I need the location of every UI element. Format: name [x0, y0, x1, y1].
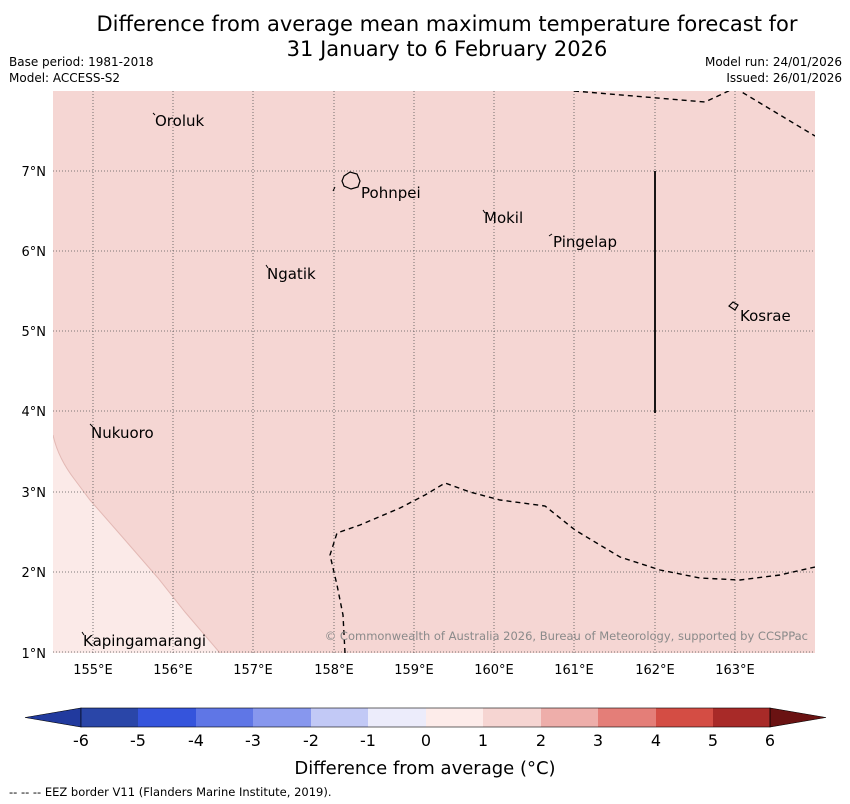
colorbar-tick: 4	[651, 731, 661, 750]
base-period: Base period: 1981-2018	[9, 55, 154, 69]
title-line-2: 31 January to 6 February 2026	[286, 37, 608, 61]
contour-line	[53, 434, 221, 653]
eez-borders	[329, 91, 815, 653]
colorbar-bin	[598, 708, 656, 727]
colorbar-arrow-low	[24, 707, 82, 728]
pohnpei-island	[341, 171, 361, 190]
lat-label: 7°N	[22, 165, 47, 180]
colorbar-bin	[656, 708, 714, 727]
label-kosrae: Kosrae	[740, 307, 791, 325]
lon-label: 156°E	[153, 663, 193, 678]
atoll-marks	[81, 112, 553, 636]
island-mark	[332, 186, 336, 192]
colorbar-bin	[713, 708, 771, 727]
colorbar-bin	[196, 708, 254, 727]
model-run: Model run: 24/01/2026	[704, 55, 842, 69]
lat-label: 4°N	[22, 405, 47, 420]
colorbar-frame	[80, 707, 771, 728]
colorbar-tick: -5	[130, 731, 146, 750]
colorbar-bin	[253, 708, 311, 727]
model-name: Model: ACCESS-S2	[9, 71, 121, 85]
label-pingelap: Pingelap	[553, 233, 617, 251]
lat-label: 1°N	[22, 647, 47, 662]
colorbar-tick: -3	[245, 731, 261, 750]
label-ngatik: Ngatik	[267, 265, 316, 283]
lon-label: 159°E	[394, 663, 434, 678]
colorbar-tick: -6	[73, 731, 89, 750]
colorbar-bin	[311, 708, 369, 727]
colorbar-tick: 2	[536, 731, 546, 750]
colorbar-tick: 5	[708, 731, 718, 750]
anomaly-fill-1-2	[53, 91, 815, 653]
colorbar-tick: -2	[303, 731, 319, 750]
issued-date: Issued: 26/01/2026	[726, 71, 842, 85]
lon-label: 155°E	[73, 663, 113, 678]
lon-label: 158°E	[314, 663, 354, 678]
copyright-notice: © Commonwealth of Australia 2026, Bureau…	[325, 629, 808, 643]
lat-label: 6°N	[22, 245, 47, 260]
map-title: Difference from average mean maximum tem…	[0, 12, 850, 62]
label-pohnpei: Pohnpei	[361, 184, 421, 202]
latitude-labels: 7°N 6°N 5°N 4°N 3°N 2°N 1°N	[22, 165, 47, 662]
lon-label: 157°E	[233, 663, 273, 678]
colorbar: -6 -5 -4 -3 -2 -1 0 1 2 3 4 5 6 Differen…	[24, 707, 827, 779]
label-nukuoro: Nukuoro	[91, 424, 154, 442]
lat-label: 3°N	[22, 486, 47, 501]
lat-label: 2°N	[22, 566, 47, 581]
lon-label: 163°E	[715, 663, 755, 678]
title-line-1: Difference from average mean maximum tem…	[96, 12, 798, 36]
colorbar-tick: 0	[421, 731, 431, 750]
label-kapingamarangi: Kapingamarangi	[83, 632, 206, 650]
colorbar-tick: -1	[360, 731, 376, 750]
colorbar-tick: -4	[188, 731, 204, 750]
colorbar-bin	[81, 708, 139, 727]
lon-label: 162°E	[635, 663, 675, 678]
colorbar-arrow-high	[769, 707, 827, 728]
label-mokil: Mokil	[484, 209, 523, 227]
colorbar-tick: 6	[765, 731, 775, 750]
eez-footnote: -- -- -- EEZ border V11 (Flanders Marine…	[9, 785, 332, 799]
graticule	[53, 91, 815, 653]
map-area: Oroluk Pohnpei Mokil Pingelap Ngatik Kos…	[53, 91, 815, 653]
colorbar-bin	[426, 708, 484, 727]
colorbar-bin	[541, 708, 599, 727]
longitude-labels: 155°E 156°E 157°E 158°E 159°E 160°E 161°…	[73, 663, 755, 678]
model-info: Base period: 1981-2018 Model: ACCESS-S2	[9, 54, 154, 86]
colorbar-tick: 3	[593, 731, 603, 750]
lon-label: 160°E	[474, 663, 514, 678]
anomaly-fill-0-1	[53, 435, 220, 653]
colorbar-tick: 1	[478, 731, 488, 750]
lon-label: 161°E	[554, 663, 594, 678]
label-oroluk: Oroluk	[155, 112, 204, 130]
colorbar-bin	[138, 708, 196, 727]
colorbar-bin	[483, 708, 541, 727]
kosrae-island	[728, 301, 739, 311]
lat-label: 5°N	[22, 325, 47, 340]
colorbar-bin	[368, 708, 426, 727]
colorbar-label: Difference from average (°C)	[294, 758, 555, 779]
run-info: Model run: 24/01/2026 Issued: 26/01/2026	[705, 54, 842, 86]
